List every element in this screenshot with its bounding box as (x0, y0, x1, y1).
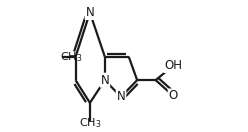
Text: N: N (117, 90, 125, 103)
Text: CH$_3$: CH$_3$ (79, 116, 101, 130)
Text: N: N (100, 74, 109, 87)
Text: O: O (168, 89, 178, 102)
Text: CH$_3$: CH$_3$ (60, 50, 83, 64)
Text: OH: OH (164, 59, 182, 72)
Text: N: N (86, 6, 94, 19)
